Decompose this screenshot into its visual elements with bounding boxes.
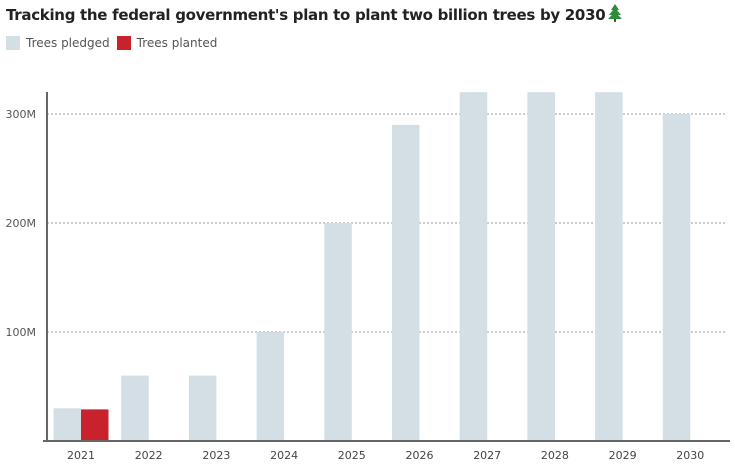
x-tick-label: 2023 [202,449,230,462]
legend-label: Trees pledged [26,36,110,50]
bar-pledged-2029 [595,92,623,441]
legend-swatch-planted [116,36,131,50]
x-tick-label: 2021 [67,449,95,462]
bar-pledged-2028 [527,92,555,441]
evergreen-tree-icon [608,4,623,22]
x-tick-label: 2030 [676,449,704,462]
legend-item-pledged: Trees pledged [6,36,110,50]
x-tick-label: 2026 [406,449,434,462]
bar-pledged-2024 [256,332,285,441]
legend-label: Trees planted [136,36,218,50]
legend: Trees pledged Trees planted [6,36,224,50]
y-tick-label: 200M [6,217,37,230]
bar-pledged-2023 [188,375,217,441]
x-tick-label: 2029 [609,449,637,462]
legend-item-planted: Trees planted [116,36,218,50]
bar-pledged-2022 [121,375,149,441]
x-tick-label: 2028 [541,449,569,462]
bar-pledged-2025 [324,223,352,441]
bar-planted-2021 [81,409,109,441]
bar-pledged-2026 [392,124,420,442]
y-tick-label: 100M [6,326,37,339]
x-tick-label: 2022 [135,449,163,462]
y-tick-label: 300M [6,108,37,121]
bar-pledged-2027 [459,92,488,441]
bar-pledged-2021 [53,408,81,441]
x-tick-label: 2027 [473,449,501,462]
x-tick-label: 2024 [270,449,298,462]
legend-swatch-pledged [6,36,20,50]
chart-title: Tracking the federal government's plan t… [6,4,623,24]
bar-pledged-2030 [662,114,691,441]
x-tick-label: 2025 [338,449,366,462]
chart-title-text: Tracking the federal government's plan t… [6,6,606,24]
